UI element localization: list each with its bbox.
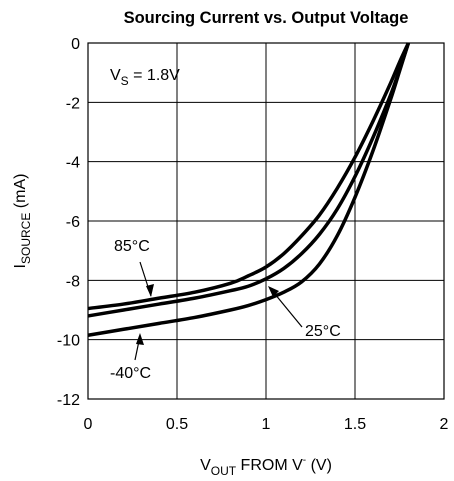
x-tick-labels: 0 0.5 1 1.5 2	[84, 416, 449, 433]
grid	[88, 43, 444, 399]
series-line-25c	[87, 42, 411, 318]
y-tick-label: -6	[66, 214, 80, 231]
x-axis-label: VOUT FROM V- (V)	[200, 455, 332, 478]
plot-frame	[87, 42, 445, 400]
x-tick-label: 1.5	[344, 416, 366, 433]
y-axis-label: ISOURCE (mA)	[12, 174, 33, 269]
annotation-arrowhead-85c	[146, 284, 154, 297]
y-tick-label: 0	[71, 36, 80, 53]
series-lines	[87, 42, 411, 337]
y-tick-label: -8	[66, 273, 80, 290]
annotation-arrowhead-25c	[268, 286, 279, 297]
chart-title: Sourcing Current vs. Output Voltage	[124, 9, 409, 27]
x-tick-label: 0.5	[166, 416, 188, 433]
annotation-label-minus40c: -40°C	[110, 365, 151, 382]
y-tick-label: -2	[66, 95, 80, 112]
x-tick-label: 2	[440, 416, 449, 433]
y-tick-label: -10	[57, 333, 80, 350]
y-tick-label: -12	[57, 392, 80, 409]
annotation-arrowhead-minus40c	[136, 333, 144, 345]
annotation-label-25c: 25°C	[305, 323, 341, 340]
x-tick-label: 1	[262, 416, 271, 433]
y-tick-labels: 0 -2 -4 -6 -8 -10 -12	[57, 36, 80, 409]
series-line-85c	[87, 42, 410, 311]
x-tick-label: 0	[84, 416, 93, 433]
y-tick-label: -4	[66, 155, 80, 172]
series-line-minus40c	[87, 42, 411, 337]
annotation-label-85c: 85°C	[114, 238, 150, 255]
condition-label: VS = 1.8V	[110, 67, 180, 88]
